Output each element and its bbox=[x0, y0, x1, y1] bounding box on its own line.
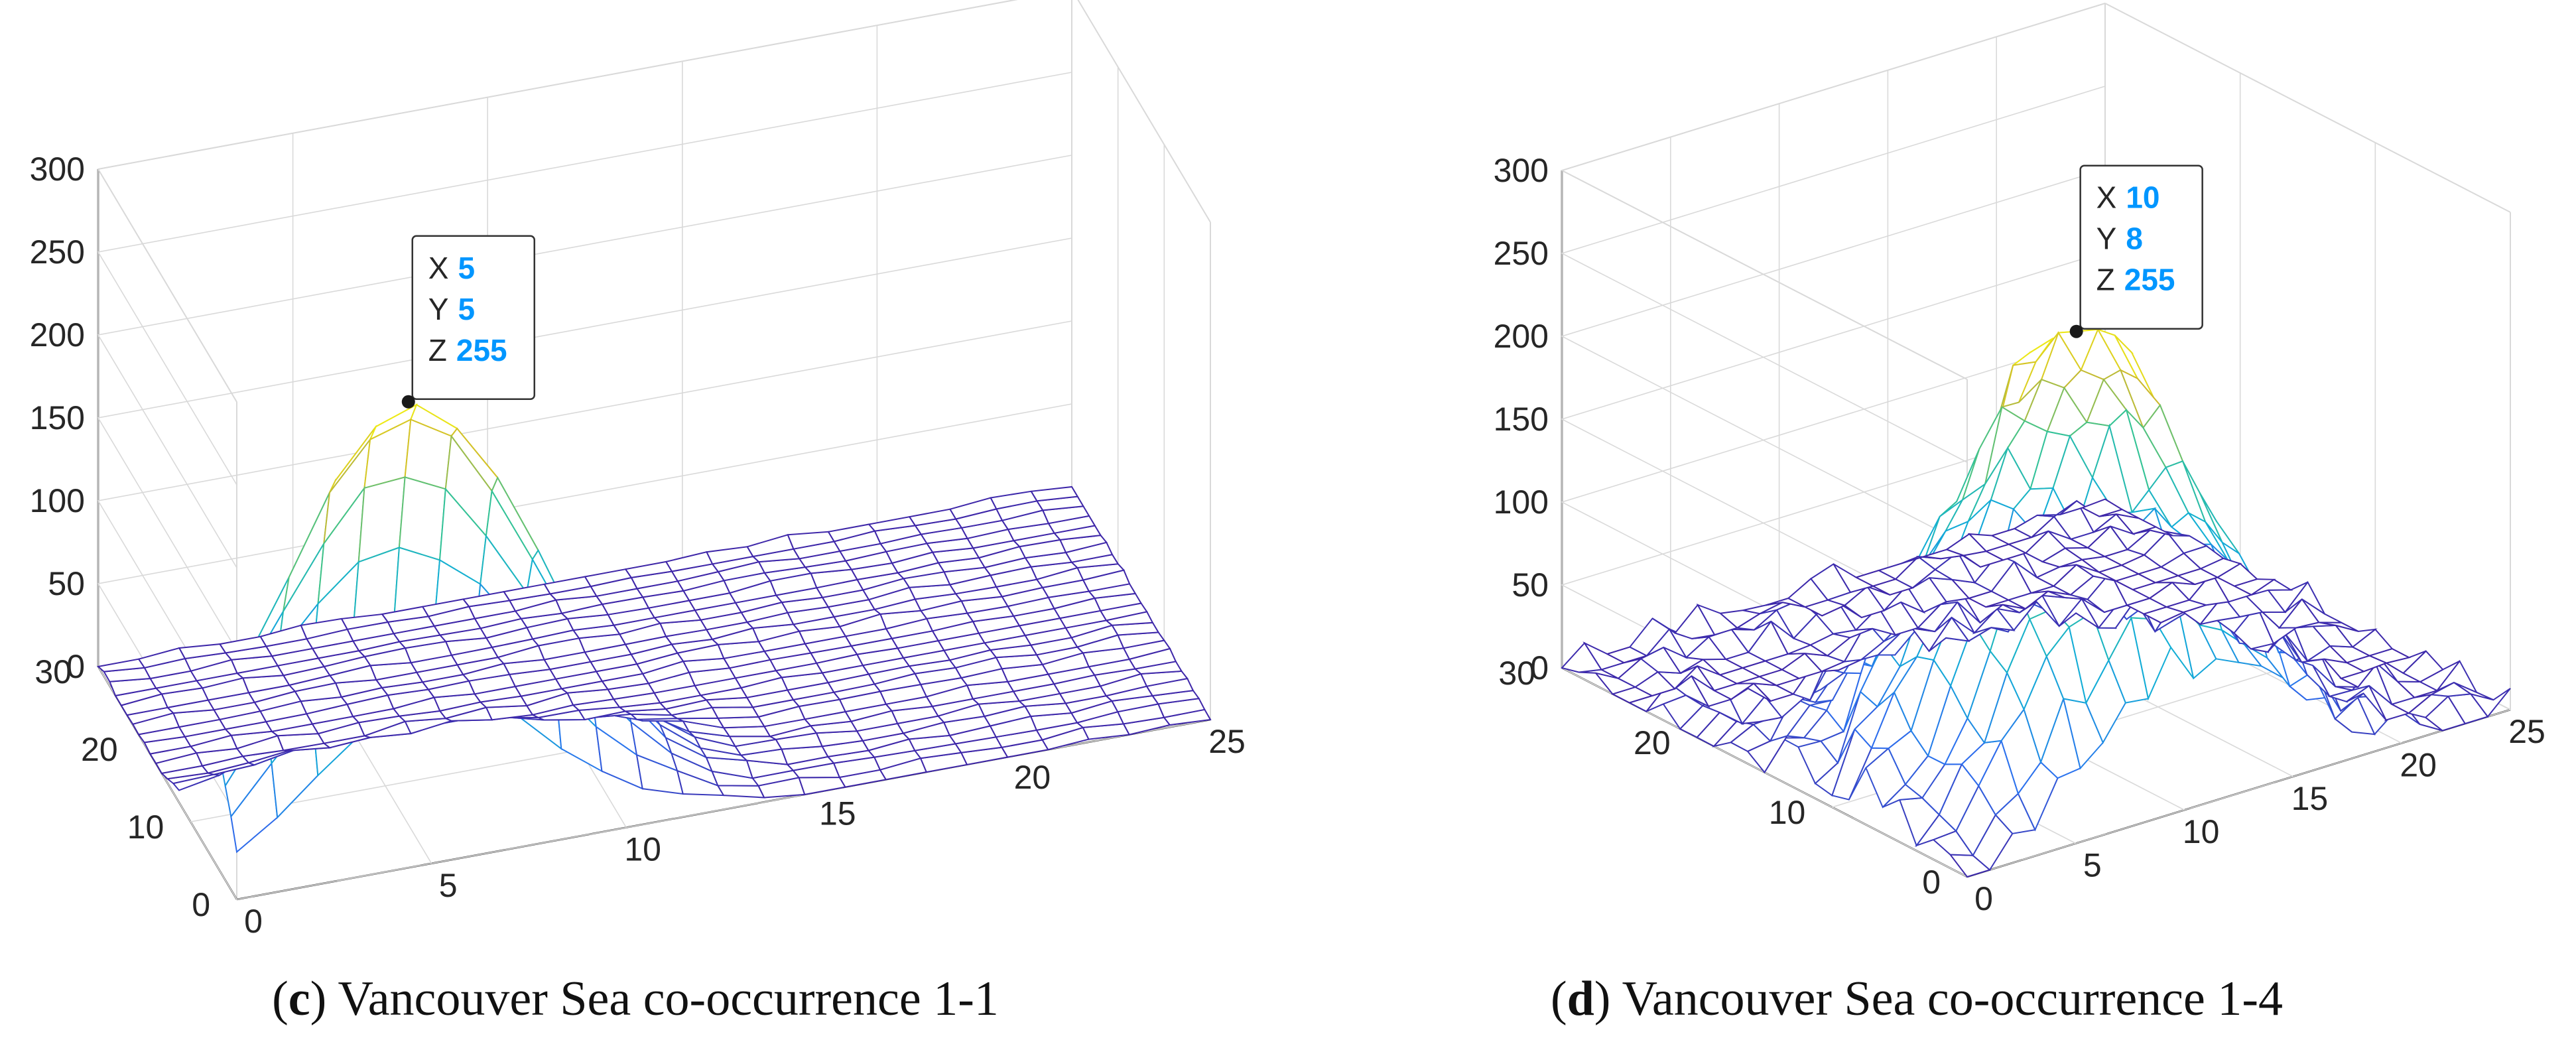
datatip-y-label: Y bbox=[2096, 222, 2117, 256]
axes-edge bbox=[2104, 3, 2511, 213]
surface-mesh bbox=[1561, 328, 2511, 878]
z-grid-line bbox=[97, 72, 1072, 486]
datatip-x-value: 10 bbox=[2126, 180, 2159, 215]
axes-edge bbox=[1077, 0, 1211, 223]
datatip-y-value: 8 bbox=[2126, 222, 2143, 256]
z-tick-label: 100 bbox=[1494, 484, 1549, 521]
z-tick-label: 100 bbox=[30, 482, 85, 519]
datatip-x-label: X bbox=[2096, 180, 2117, 215]
panel-letter: d bbox=[1567, 972, 1594, 1026]
axes-edge bbox=[97, 0, 1018, 170]
svg-text:X10: X 10 bbox=[2096, 180, 2160, 215]
datatip-z-value: 255 bbox=[2124, 263, 2175, 297]
y-tick-label: 0 bbox=[1922, 864, 1941, 901]
x-tick-label: 10 bbox=[624, 831, 661, 868]
datatip-box bbox=[2079, 164, 2203, 330]
caption-text: Vancouver Sea co-occurrence 1-4 bbox=[1622, 972, 2283, 1026]
y-tick-label: 0 bbox=[192, 886, 210, 923]
y-grid-line bbox=[1966, 212, 2511, 878]
z-grid-line bbox=[1560, 251, 2106, 629]
panel-letter: c bbox=[289, 972, 310, 1026]
z-tick-label: 0 bbox=[1530, 649, 1549, 686]
z-grid-line bbox=[97, 0, 1017, 403]
x-tick-label: 20 bbox=[2400, 746, 2437, 783]
z-tick-label: 250 bbox=[1494, 235, 1549, 272]
x-tick-label: 15 bbox=[819, 795, 856, 832]
svg-text:Y8: Y8 bbox=[2096, 222, 2143, 256]
x-tick-label: 25 bbox=[2508, 713, 2545, 750]
surface-cell bbox=[716, 785, 765, 799]
z-tick-label: 50 bbox=[1512, 566, 1549, 604]
surface-cell bbox=[798, 776, 847, 796]
z-tick-label: 0 bbox=[66, 648, 85, 685]
z-grid-line bbox=[1560, 3, 2106, 380]
panel-caption: (c) Vancouver Sea co-occurrence 1-1 bbox=[272, 972, 999, 1026]
panel-caption: (d) Vancouver Sea co-occurrence 1-4 bbox=[1551, 972, 2283, 1026]
x-tick-label: 5 bbox=[439, 867, 458, 904]
datatip-z-label: Z bbox=[428, 333, 447, 367]
y-tick-label: 30 bbox=[1498, 655, 1535, 692]
z-tick-label: 300 bbox=[30, 151, 85, 188]
surface-cell bbox=[1030, 486, 1079, 502]
x-tick-label: 10 bbox=[2183, 813, 2220, 850]
z-tick-label: 200 bbox=[1494, 318, 1549, 355]
y-tick-label: 10 bbox=[1769, 794, 1806, 831]
z-grid-line bbox=[1560, 86, 2106, 463]
z-tick-label: 200 bbox=[30, 316, 85, 354]
z-tick-label: 150 bbox=[30, 399, 85, 436]
datatip-y-label: Y bbox=[428, 292, 449, 326]
z-tick-label: 150 bbox=[1494, 401, 1549, 438]
x-tick-label: 20 bbox=[1014, 759, 1051, 796]
datatip-z-value: 255 bbox=[456, 333, 507, 367]
svg-text:Y5: Y5 bbox=[428, 292, 475, 326]
datatip-marker[interactable] bbox=[2069, 324, 2083, 338]
datatip-x-value: 5 bbox=[458, 251, 475, 285]
datatip-y-value: 5 bbox=[458, 292, 475, 326]
z-grid-line bbox=[1560, 168, 2106, 546]
y-tick-label: 20 bbox=[81, 731, 118, 768]
surface-cell bbox=[711, 706, 760, 719]
z-grid-line bbox=[97, 237, 1072, 651]
datatip-x-label: X bbox=[428, 251, 449, 285]
z-grid-line bbox=[97, 155, 1072, 568]
datatip-marker[interactable] bbox=[401, 395, 415, 409]
datatip-box bbox=[411, 235, 536, 401]
y-tick-label: 30 bbox=[34, 653, 72, 690]
caption-text: Vancouver Sea co-occurrence 1-1 bbox=[338, 972, 998, 1026]
surface-mesh bbox=[96, 403, 1212, 854]
x-tick-label: 5 bbox=[2083, 847, 2102, 884]
x-tick-label: 15 bbox=[2291, 780, 2329, 817]
y-tick-label: 10 bbox=[127, 809, 164, 846]
x-tick-label: 25 bbox=[1208, 723, 1246, 760]
z-tick-label: 300 bbox=[1494, 152, 1549, 189]
x-tick-label: 0 bbox=[1974, 880, 1993, 917]
y-tick-label: 20 bbox=[1634, 724, 1671, 761]
surface-cell bbox=[398, 476, 446, 561]
svg-text:X5: X5 bbox=[428, 251, 475, 285]
z-tick-label: 250 bbox=[30, 233, 85, 271]
z-tick-label: 50 bbox=[48, 565, 85, 602]
datatip-z-label: Z bbox=[2096, 263, 2115, 297]
surface-cell bbox=[2081, 498, 2124, 517]
x-tick-label: 0 bbox=[244, 903, 263, 940]
